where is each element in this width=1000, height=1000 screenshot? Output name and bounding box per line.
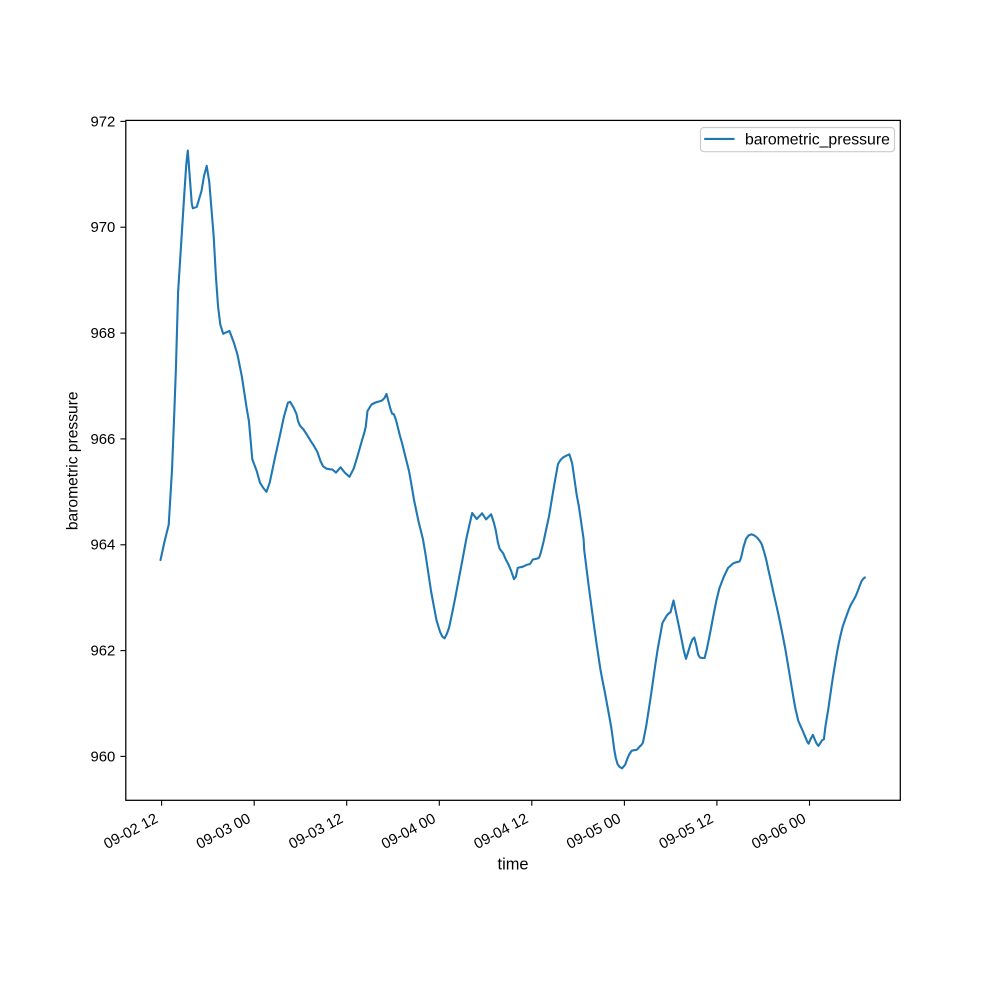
svg-text:09-05 00: 09-05 00 <box>564 811 623 853</box>
svg-text:960: 960 <box>90 749 115 765</box>
svg-text:09-06 00: 09-06 00 <box>749 811 808 853</box>
svg-text:966: 966 <box>90 432 115 448</box>
svg-text:09-02 12: 09-02 12 <box>101 811 160 853</box>
svg-text:09-04 12: 09-04 12 <box>472 811 531 853</box>
svg-text:barometric_pressure: barometric_pressure <box>745 132 890 149</box>
svg-text:968: 968 <box>90 326 115 342</box>
svg-text:time: time <box>498 855 529 873</box>
svg-text:09-03 12: 09-03 12 <box>287 811 346 853</box>
svg-text:09-03 00: 09-03 00 <box>194 811 253 853</box>
svg-text:972: 972 <box>90 114 115 130</box>
svg-text:970: 970 <box>90 220 115 236</box>
svg-text:962: 962 <box>90 644 115 660</box>
svg-text:09-04 00: 09-04 00 <box>379 811 438 853</box>
svg-text:964: 964 <box>90 538 115 554</box>
svg-text:barometric pressure: barometric pressure <box>65 391 82 530</box>
svg-text:09-05 12: 09-05 12 <box>657 811 716 853</box>
